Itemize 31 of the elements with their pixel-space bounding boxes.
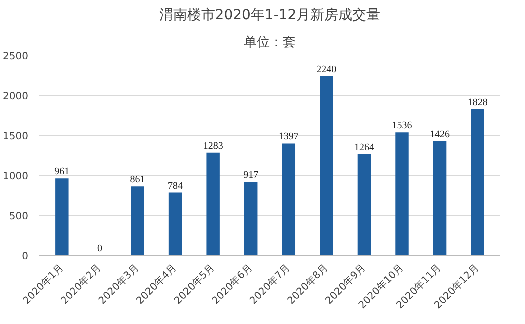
data-label: 1283 [203, 140, 224, 152]
data-label: 1397 [278, 132, 299, 143]
y-tick-label: 2500 [3, 52, 29, 62]
bar [358, 154, 372, 256]
bar [206, 152, 220, 256]
bar [320, 76, 334, 256]
data-label: 2240 [316, 64, 337, 76]
data-label: 861 [130, 174, 146, 186]
bar [168, 192, 182, 256]
data-label: 784 [168, 180, 184, 192]
bar [56, 178, 69, 256]
y-tick-label: 0 [22, 252, 29, 262]
bar [471, 109, 484, 256]
chart-title: 渭南楼市2020年1-12月新房成交量 [159, 8, 381, 24]
bar [433, 141, 447, 256]
data-label: 961 [54, 166, 70, 178]
data-label: 917 [244, 170, 259, 182]
data-label: 1426 [430, 129, 450, 140]
chart-subtitle: 单位：套 [244, 36, 296, 50]
data-label: 1536 [392, 120, 412, 132]
y-tick-label: 500 [9, 212, 29, 222]
bar [131, 186, 144, 256]
y-tick-label: 2000 [3, 92, 29, 102]
bar [396, 132, 409, 256]
y-tick-label: 1500 [3, 132, 29, 142]
data-label: 1264 [354, 142, 374, 154]
bar [282, 144, 296, 256]
y-tick-label: 1000 [3, 172, 29, 182]
data-label: 1828 [468, 97, 488, 108]
bar [244, 182, 258, 256]
data-label: 0 [97, 244, 102, 254]
